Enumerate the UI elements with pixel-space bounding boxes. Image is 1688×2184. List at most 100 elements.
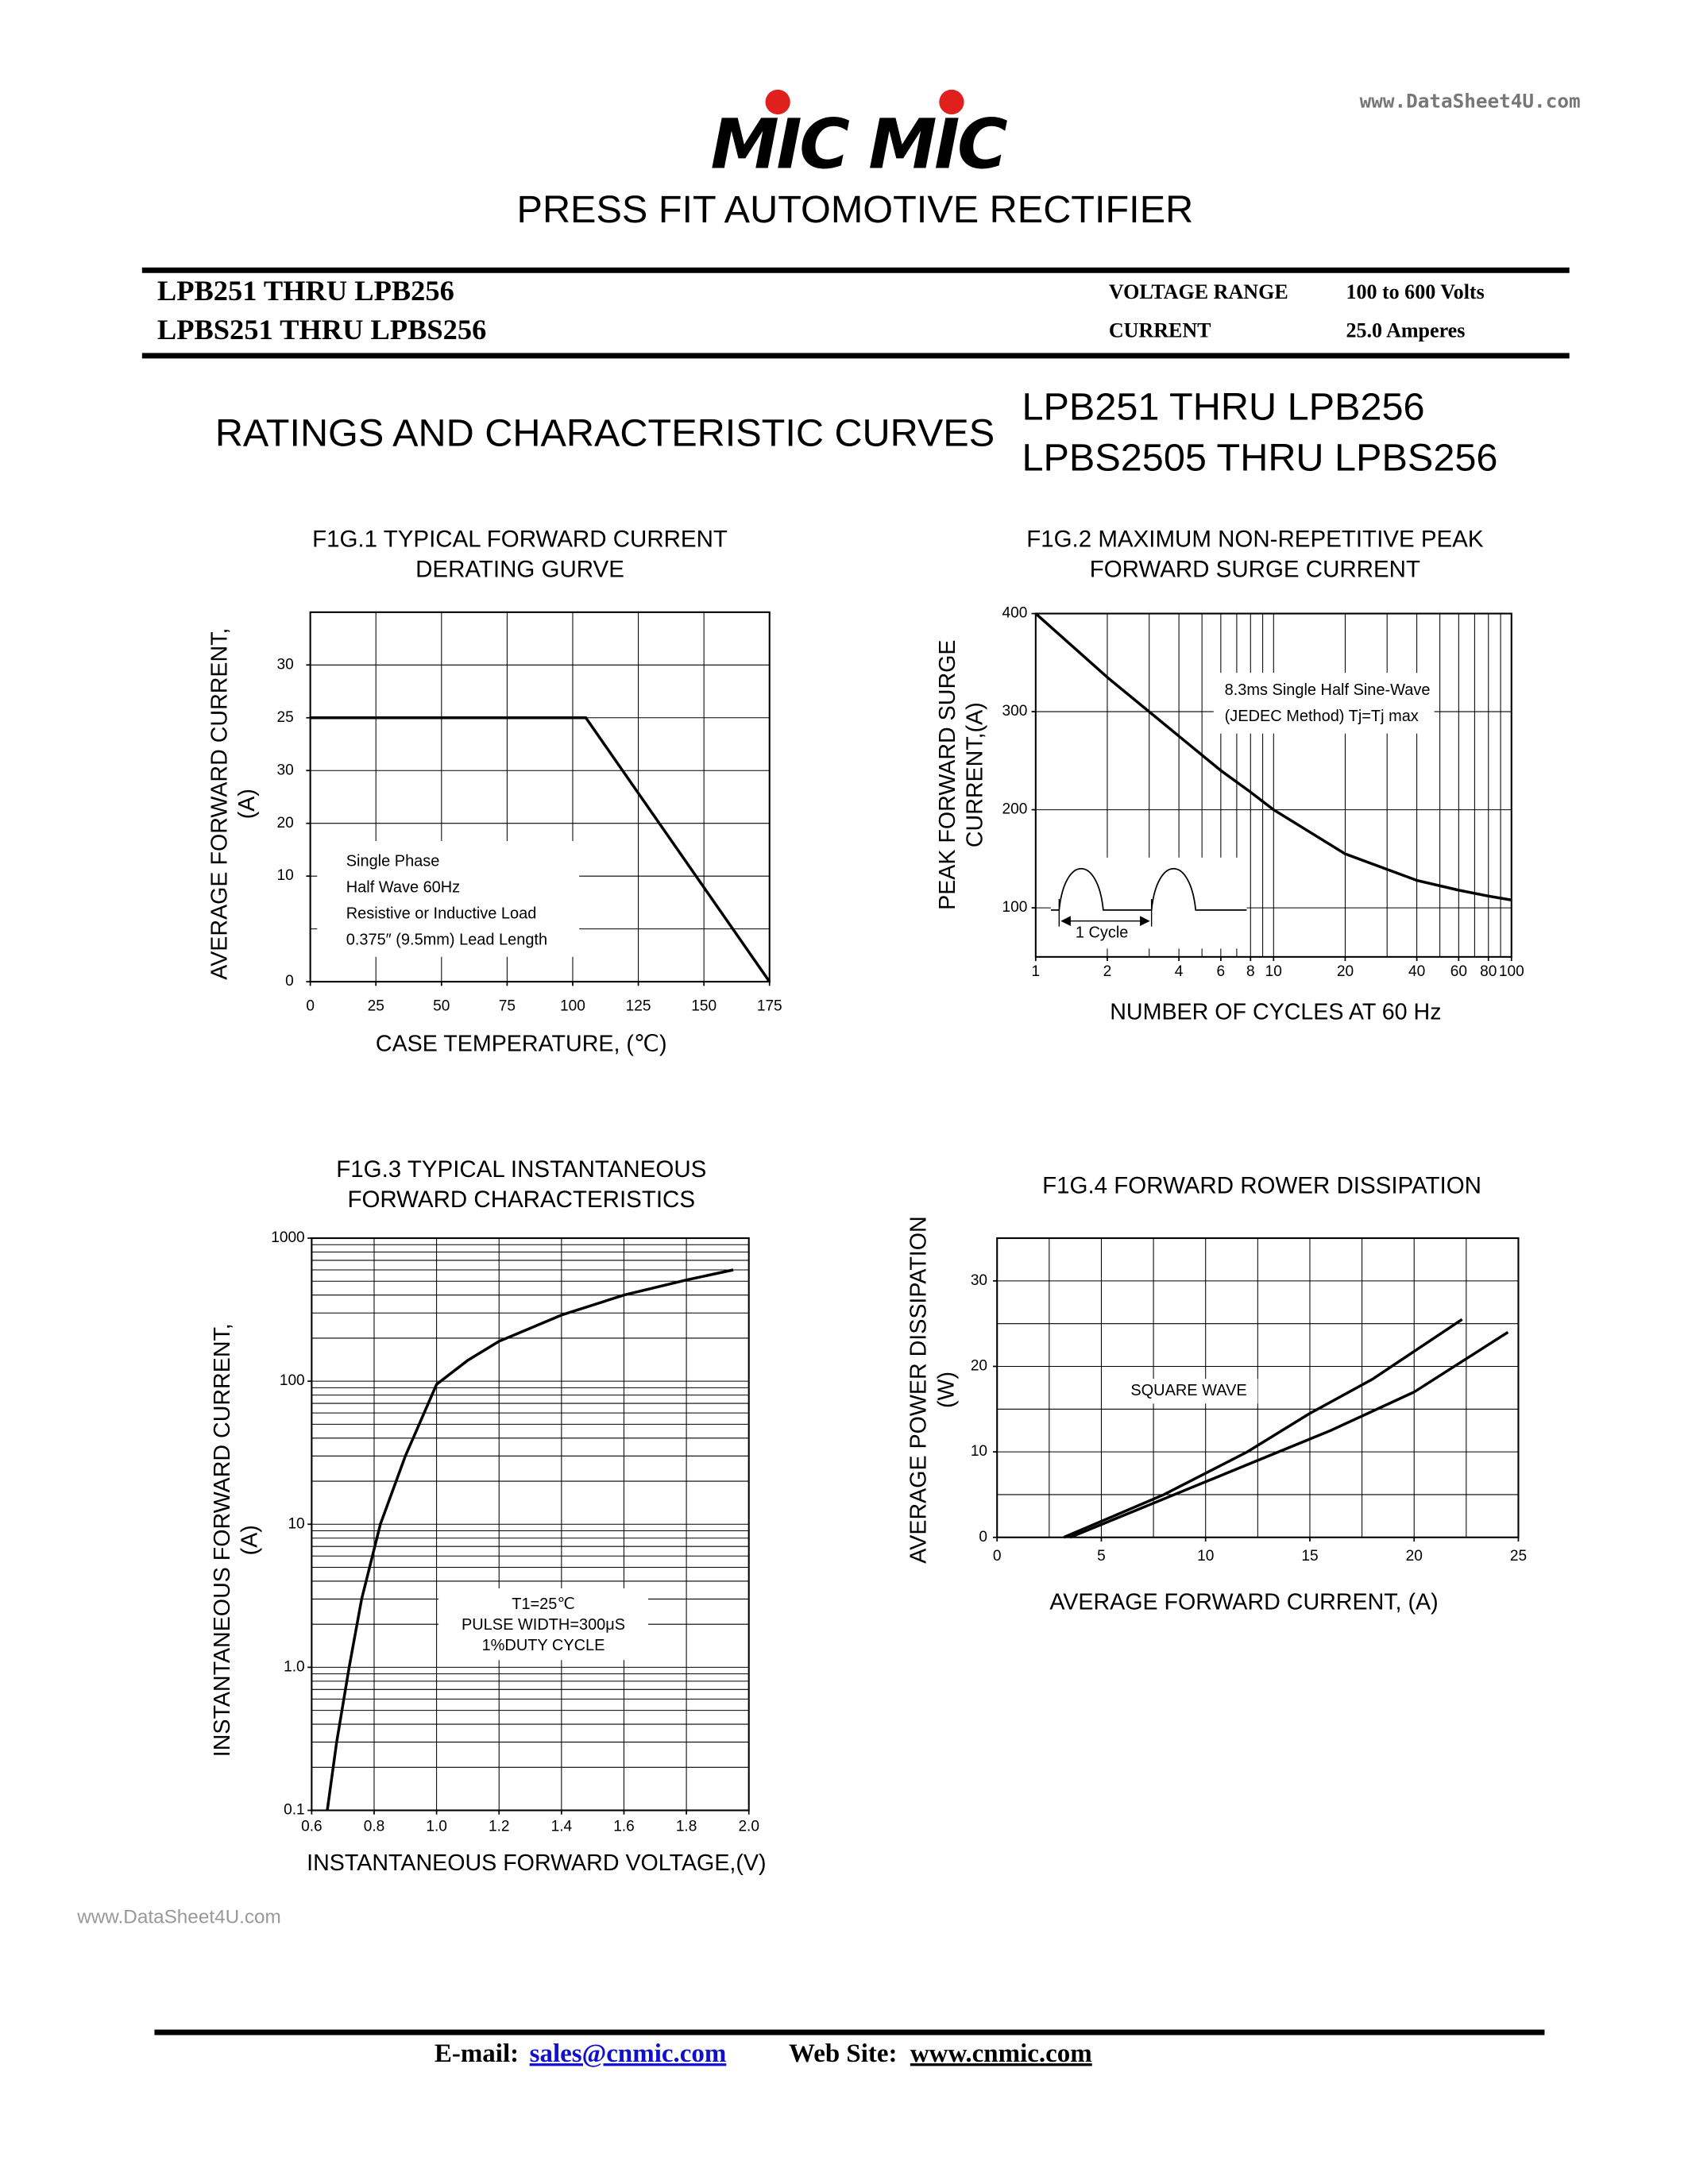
y-axis-label: PEAK FORWARD SURGE [935, 640, 960, 910]
x-tick-label: 1.4 [551, 1818, 573, 1835]
doc-title: PRESS FIT AUTOMOTIVE RECTIFIER [517, 188, 1194, 231]
y-tick-label: 300 [1002, 703, 1028, 720]
part-range: LPBS251 THRU LPBS256 [157, 314, 486, 345]
x-tick-label: 1.2 [489, 1818, 510, 1835]
x-tick-label: 1.6 [613, 1818, 635, 1835]
annotation-box [317, 841, 580, 957]
x-tick-label: 175 [757, 997, 782, 1014]
y-axis-label: CURRENT,(A) [963, 702, 988, 847]
data-line [1069, 1330, 1509, 1539]
chart-title: FORWARD SURGE CURRENT [1090, 557, 1420, 583]
spec-value: 100 to 600 Volts [1346, 280, 1484, 303]
chart: 0 25 50 75 100 125 150 175 0 10 20 30 25 30 Single Pha… [207, 526, 782, 1056]
y-tick-label: 0 [285, 973, 294, 990]
chart-title: F1G.1 TYPICAL FORWARD CURRENT [312, 526, 728, 552]
y-tick-label: 25 [277, 709, 294, 726]
cycle-arrow [1058, 898, 1153, 927]
y-tick-label: 20 [277, 815, 294, 832]
x-tick-label: 2.0 [738, 1818, 759, 1835]
footer-label: E-mail: [435, 2039, 519, 2068]
x-axis-label: CASE TEMPERATURE, (℃) [376, 1032, 667, 1057]
part-range: LPB251 THRU LPB256 [157, 275, 454, 307]
y-tick-label: 30 [971, 1272, 987, 1289]
x-tick-label: 20 [1406, 1548, 1423, 1565]
waveform-inset: 1 Cycle [1050, 857, 1247, 949]
sine-waveform [1050, 867, 1247, 911]
data-line [1063, 1318, 1463, 1539]
x-axis-label: NUMBER OF CYCLES AT 60 Hz [1110, 1000, 1441, 1025]
x-tick-label: 20 [1337, 963, 1354, 980]
chart-title: F1G.3 TYPICAL INSTANTANEOUS [336, 1156, 706, 1183]
logo-dot [765, 89, 790, 115]
y-tick-label: 1000 [271, 1229, 304, 1246]
x-tick-label: 125 [626, 997, 651, 1014]
section-title: RATINGS AND CHARACTERISTIC CURVES [215, 411, 995, 454]
x-tick-label: 100 [1499, 963, 1524, 980]
footer-label: Web Site: [789, 2039, 897, 2068]
y-tick-label: 20 [971, 1358, 987, 1375]
rule [141, 353, 1570, 359]
annotation: PULSE WIDTH=300μS [462, 1616, 625, 1634]
rule [154, 2029, 1545, 2035]
annotation: T1=25℃ [512, 1596, 575, 1613]
y-axis-label: AVERAGE FORWARD CURRENT, [207, 628, 232, 980]
x-tick-label: 150 [691, 997, 717, 1014]
x-tick-label: 25 [1510, 1548, 1527, 1565]
web-link[interactable]: www.cnmic.com [910, 2039, 1092, 2068]
x-tick-label: 0 [306, 997, 315, 1014]
x-tick-label: 5 [1097, 1548, 1106, 1565]
annotation: Single Phase [346, 852, 440, 870]
chart-title: DERATING GURVE [415, 557, 624, 583]
x-tick-label: 1 [1032, 963, 1041, 980]
y-tick-label: 0 [979, 1529, 987, 1545]
section-parts: LPBS2505 THRU LPBS256 [1022, 437, 1497, 480]
y-tick-label: 30 [277, 762, 294, 778]
x-tick-label: 75 [499, 997, 516, 1014]
email-link[interactable]: sales@cnmic.com [530, 2039, 727, 2068]
y-tick-label: 10 [971, 1443, 987, 1460]
chart-title: F1G.2 MAXIMUM NON-REPETITIVE PEAK [1026, 526, 1484, 552]
y-tick-label: 400 [1002, 605, 1028, 622]
annotation-box [1213, 673, 1435, 734]
x-tick-label: 40 [1408, 963, 1425, 980]
annotation: (JEDEC Method) Tj=Tj max [1225, 708, 1419, 725]
x-tick-label: 0 [993, 1548, 1002, 1565]
data-line [1034, 612, 1512, 901]
annotation: Half Wave 60Hz [346, 878, 460, 896]
x-tick-label: 80 [1480, 963, 1497, 980]
x-tick-label: 6 [1217, 963, 1226, 980]
y-tick-label: 10 [288, 1515, 304, 1532]
y-tick-label: 100 [1002, 899, 1028, 916]
x-tick-label: 2 [1103, 963, 1112, 980]
annotation-box [1119, 1379, 1258, 1404]
x-tick-label: 10 [1265, 963, 1282, 980]
y-tick-label: 0.1 [284, 1802, 305, 1819]
y-axis-label: (A) [234, 789, 260, 819]
x-axis-label: INSTANTANEOUS FORWARD VOLTAGE,(V) [307, 1850, 766, 1876]
y-axis-label: INSTANTANEOUS FORWARD CURRENT, [210, 1323, 235, 1757]
chart-title: F1G.4 FORWARD ROWER DISSIPATION [1042, 1173, 1481, 1199]
y-tick-label: 30 [277, 656, 294, 673]
annotation-box [438, 1588, 648, 1661]
inset-label: 1 Cycle [1076, 924, 1129, 942]
annotation: Resistive or Inductive Load [346, 905, 537, 922]
x-tick-label: 1.0 [426, 1818, 447, 1835]
x-tick-label: 10 [1197, 1548, 1214, 1565]
annotation: 1%DUTY CYCLE [482, 1637, 605, 1654]
x-tick-label: 25 [368, 997, 384, 1014]
y-axis-label: (A) [238, 1525, 263, 1555]
y-tick-label: 10 [277, 867, 294, 884]
x-tick-label: 100 [560, 997, 585, 1014]
annotation: 0.375″ (9.5mm) Lead Length [346, 931, 547, 948]
section-parts: LPB251 THRU LPB256 [1022, 385, 1424, 428]
spec-label: CURRENT [1109, 318, 1211, 341]
y-axis-label: AVERAGE POWER DISSIPATION [906, 1216, 932, 1563]
x-tick-label: 4 [1175, 963, 1184, 980]
spec-label: VOLTAGE RANGE [1109, 280, 1288, 303]
watermark: www.DataSheet4U.com [76, 1906, 281, 1927]
annotation: SQUARE WAVE [1130, 1382, 1246, 1399]
